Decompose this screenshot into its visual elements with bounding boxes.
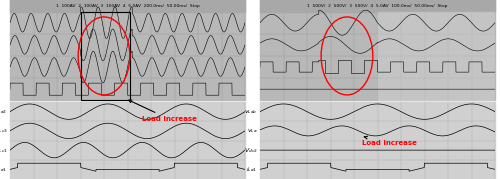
Bar <box>10 0 245 100</box>
Text: $v_{La}$: $v_{La}$ <box>247 127 258 135</box>
Bar <box>260 0 495 100</box>
Text: $i_{Lc3}$: $i_{Lc3}$ <box>0 126 8 135</box>
Bar <box>10 102 245 179</box>
Text: $i_{La2}$: $i_{La2}$ <box>0 107 8 116</box>
Bar <box>378 12 495 100</box>
Text: Load Increase: Load Increase <box>362 136 416 146</box>
Bar <box>80 12 130 100</box>
Bar <box>260 102 495 179</box>
Text: $V_{dc2}$: $V_{dc2}$ <box>244 146 258 155</box>
Text: $v_{Lab}$: $v_{Lab}$ <box>244 108 258 116</box>
Bar <box>10 0 245 12</box>
Text: 1  500V/  2  500V/  3  500V/  4  5.0AV  100.0ms/  50.00ms/  Stop: 1 500V/ 2 500V/ 3 500V/ 4 5.0AV 100.0ms/… <box>308 4 448 8</box>
Text: $i_{Lc1}$: $i_{Lc1}$ <box>0 146 8 155</box>
Text: $i_{La1}$: $i_{La1}$ <box>246 165 258 174</box>
Text: Load Increase: Load Increase <box>129 100 197 122</box>
Bar <box>260 0 495 12</box>
Text: $i_{La1}$: $i_{La1}$ <box>0 165 8 174</box>
Text: 1  100AV  2  100AV  3  100AV  4  5.0AV  200.0ms/  50.00ms/  Stop: 1 100AV 2 100AV 3 100AV 4 5.0AV 200.0ms/… <box>56 4 200 8</box>
